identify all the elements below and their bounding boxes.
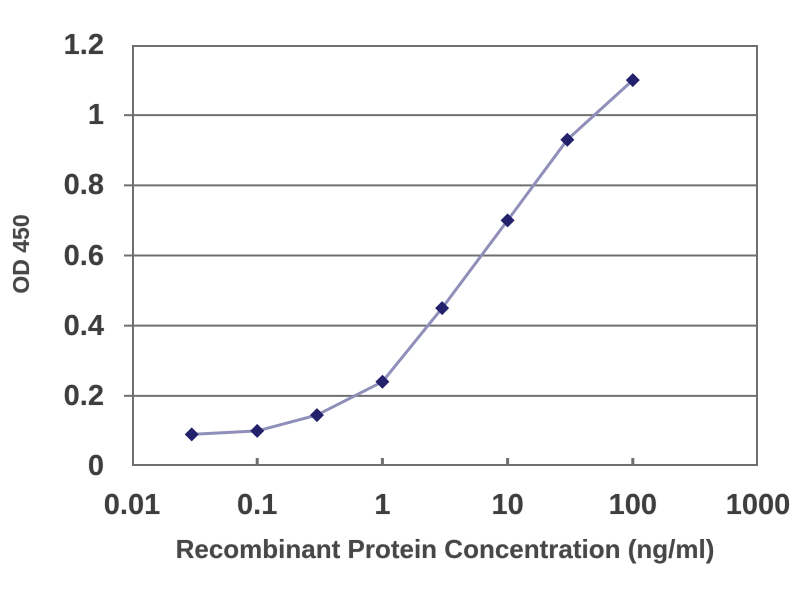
data-point-1: [375, 374, 390, 389]
x-axis-tick-labels: 0.01 0.1 1 10 100 1000: [104, 489, 790, 525]
y-tick-label-0.2: 0.2: [63, 379, 104, 412]
data-point-0.3: [309, 408, 324, 423]
x-tick-marks: [255, 458, 635, 465]
y-tick-label-1.2: 1.2: [63, 29, 104, 61]
x-tick-label-1000: 1000: [725, 489, 791, 521]
x-tick-label-0.01: 0.01: [103, 489, 161, 521]
x-tick-label-1: 1: [374, 489, 391, 521]
gridlines: [132, 114, 758, 397]
data-point-10: [500, 213, 515, 228]
y-axis-tick-labels: 0 0.2 0.4 0.6 0.8 1 1.2: [0, 29, 104, 482]
data-point-100: [625, 73, 640, 88]
x-tick-label-100: 100: [608, 489, 657, 521]
y-tick-label-0: 0: [87, 450, 104, 482]
data-line: [191, 78, 634, 436]
y-tick-label-0.8: 0.8: [63, 169, 104, 202]
data-point-0.03: [184, 427, 199, 442]
data-point-30: [560, 132, 575, 147]
x-axis-title: Recombinant Protein Concentration (ng/ml…: [175, 534, 715, 564]
y-tick-label-0.4: 0.4: [63, 309, 104, 342]
data-point-3: [435, 301, 450, 316]
x-tick-label-0.1: 0.1: [237, 489, 278, 521]
y-tick-label-1: 1: [87, 99, 104, 132]
x-tick-label-10: 10: [491, 489, 524, 521]
data-point-0.1: [250, 423, 265, 438]
plot-area: [124, 45, 758, 466]
data-point-markers: [184, 73, 640, 442]
y-tick-marks: [124, 114, 132, 397]
plot-border: [132, 45, 758, 466]
y-tick-label-0.6: 0.6: [63, 239, 104, 272]
